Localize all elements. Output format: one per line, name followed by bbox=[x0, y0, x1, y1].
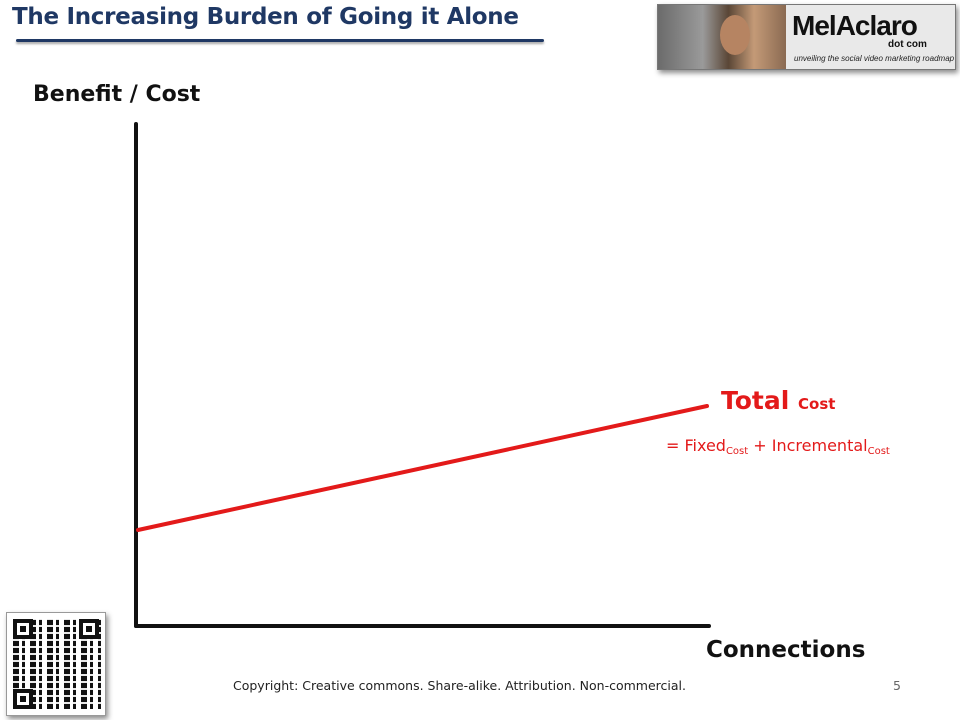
qr-code-icon[interactable] bbox=[6, 612, 106, 716]
total-cost-label-sub: Cost bbox=[798, 395, 836, 413]
slide-title: The Increasing Burden of Going it Alone bbox=[12, 4, 519, 30]
presenter-photo bbox=[658, 5, 786, 69]
y-axis-label: Benefit / Cost bbox=[33, 82, 201, 107]
qr-finder-top-left bbox=[13, 619, 33, 639]
total-cost-line bbox=[136, 404, 709, 532]
logo-tagline: unveiling the social video marketing roa… bbox=[794, 54, 955, 63]
qr-finder-top-right bbox=[79, 619, 99, 639]
x-axis-label: Connections bbox=[706, 637, 866, 663]
qr-finder-bottom-left bbox=[13, 689, 33, 709]
formula-prefix: = Fixed bbox=[666, 436, 726, 455]
total-cost-label: Total Cost bbox=[721, 386, 835, 415]
logo-wordmark: MelAclaro bbox=[792, 10, 918, 41]
page-number: 5 bbox=[893, 678, 901, 693]
cost-formula: = FixedCost + IncrementalCost bbox=[666, 436, 890, 457]
formula-middle: + Incremental bbox=[748, 436, 868, 455]
logo-banner: MelAclaro dot com unveiling the social v… bbox=[657, 4, 956, 70]
formula-sub-fixed: Cost bbox=[725, 446, 749, 457]
title-underline bbox=[16, 39, 544, 42]
logo-brand-part1: Mel bbox=[792, 10, 837, 41]
logo-dotcom: dot com bbox=[888, 39, 927, 50]
copyright-footer: Copyright: Creative commons. Share-alike… bbox=[233, 678, 686, 693]
total-cost-label-main: Total bbox=[721, 386, 790, 415]
logo-brand-part2: Aclaro bbox=[835, 10, 918, 41]
formula-sub-incremental: Cost bbox=[867, 446, 890, 457]
